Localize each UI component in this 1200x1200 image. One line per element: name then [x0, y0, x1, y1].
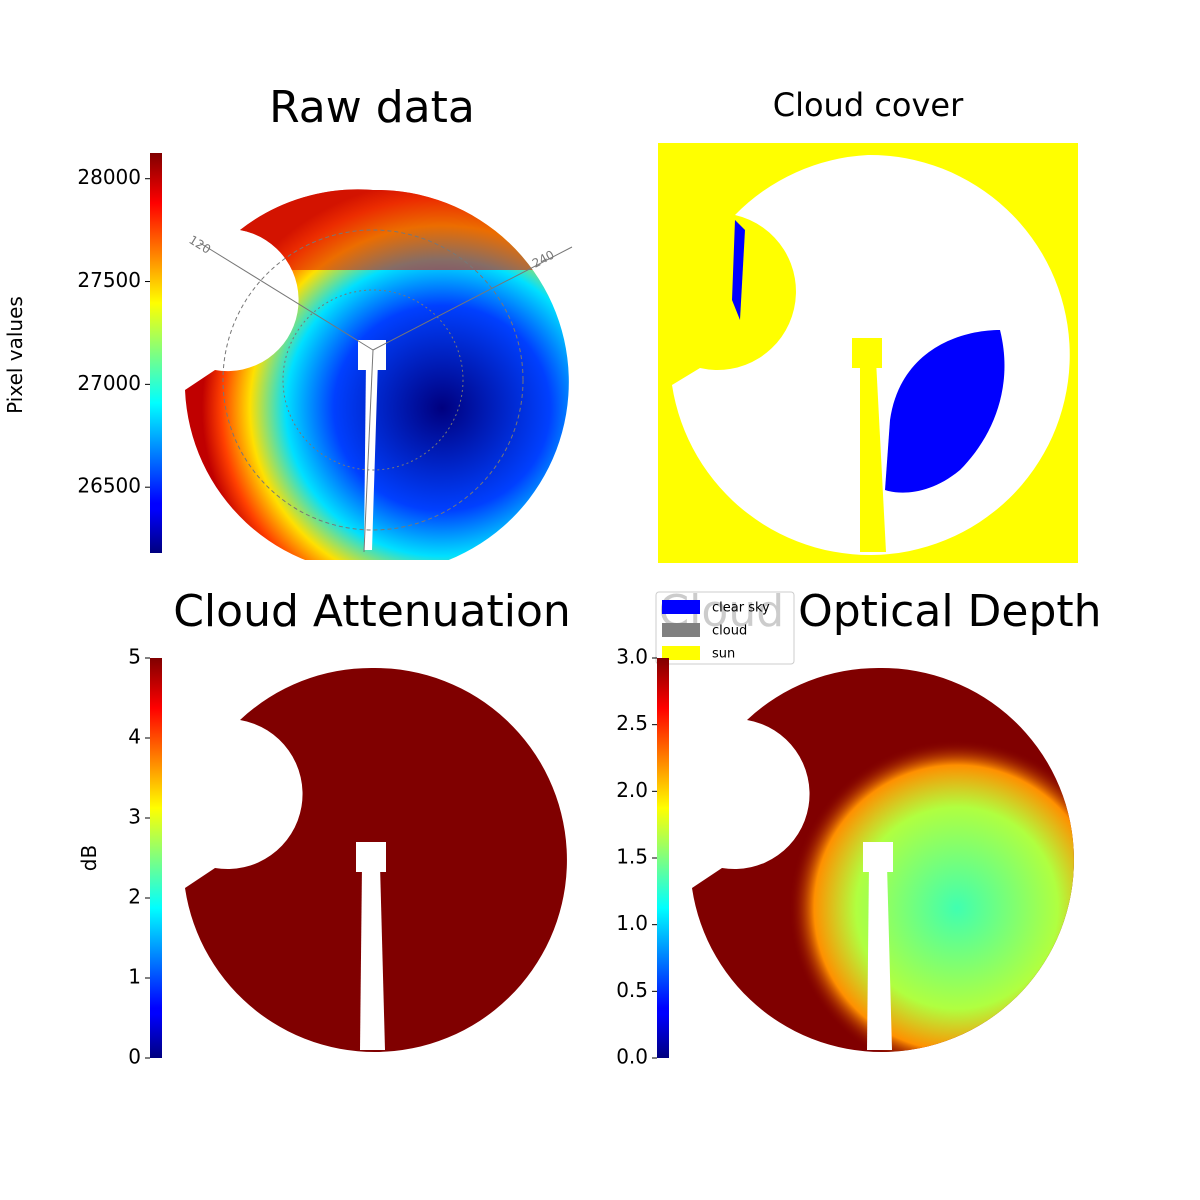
colorbar	[150, 658, 162, 1058]
colorbar-tick-label: 3	[128, 805, 141, 829]
attenuation-image	[185, 667, 567, 1052]
panel-title: Raw data	[269, 82, 475, 133]
colorbar	[150, 153, 162, 553]
colorbar-tick-label: 3.0	[616, 645, 648, 669]
colorbar-tick-label: 26500	[77, 474, 141, 498]
raw-image	[185, 189, 569, 560]
polar-label: 240	[530, 248, 557, 271]
colorbar-tick-label: 5	[128, 645, 141, 669]
colorbar-label: Pixel values	[3, 296, 27, 414]
colorbar-tick-label: 4	[128, 725, 141, 749]
polar-label: 120	[186, 233, 213, 257]
colorbar-tick-label: 1.5	[616, 845, 648, 869]
legend-swatch	[662, 646, 700, 660]
colorbar-tick-label: 28000	[77, 165, 141, 189]
colorbar-tick-label: 0	[128, 1045, 141, 1069]
colorbar-tick-label: 27000	[77, 371, 141, 395]
colorbar-tick-label: 0.0	[616, 1045, 648, 1069]
legend-swatch	[662, 600, 700, 614]
optical-depth-image	[692, 667, 1074, 1052]
cloud-cover-image	[658, 143, 1078, 563]
colorbar-tick-label: 2.5	[616, 711, 648, 735]
panel-title: Cloud cover	[773, 86, 964, 124]
polar-grid	[199, 229, 573, 553]
colorbar-tick-label: 27500	[77, 268, 141, 292]
colorbar-tick-label: 0.5	[616, 978, 648, 1002]
colorbar	[657, 658, 669, 1058]
colorbar-tick-label: 2.0	[616, 778, 648, 802]
colorbar-label: dB	[77, 845, 101, 871]
legend-swatch	[662, 623, 700, 637]
panel-title: Cloud Attenuation	[173, 586, 571, 637]
legend-label: clear sky	[712, 601, 770, 616]
legend-label: cloud	[712, 624, 747, 639]
colorbar-tick-label: 2	[128, 885, 141, 909]
colorbar-tick-label: 1	[128, 965, 141, 989]
legend-label: sun	[712, 647, 735, 662]
colorbar-tick-label: 1.0	[616, 911, 648, 935]
